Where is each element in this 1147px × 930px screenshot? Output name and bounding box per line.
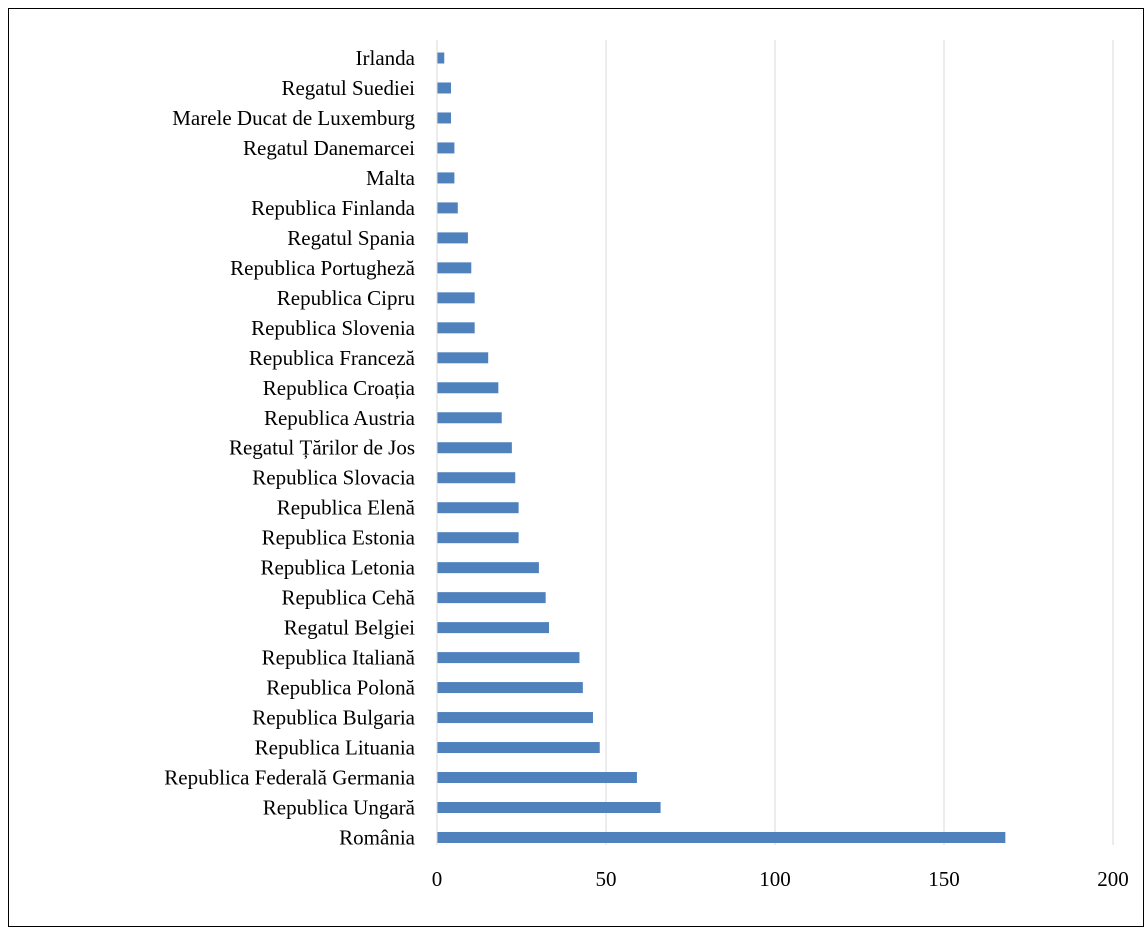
x-axis-tick-labels: 0 50 100 150 200 xyxy=(432,867,1129,891)
category-label: Regatul Țărilor de Jos xyxy=(229,436,415,460)
bar xyxy=(437,232,468,244)
category-label: Republica Estonia xyxy=(262,526,416,550)
bar xyxy=(437,352,489,364)
category-label: Republica Lituania xyxy=(255,736,416,760)
category-label: Republica Federală Germania xyxy=(164,766,415,790)
category-label: Republica Cehă xyxy=(281,586,415,610)
bar xyxy=(437,772,637,784)
category-label: Regatul Suediei xyxy=(281,76,415,100)
category-label: Republica Cipru xyxy=(277,286,416,310)
bar xyxy=(437,532,519,544)
bar xyxy=(437,172,455,184)
category-label: Republica Finlanda xyxy=(251,196,416,220)
bar xyxy=(437,742,600,754)
category-label: Republica Croația xyxy=(263,376,416,400)
bar xyxy=(437,142,455,154)
x-tick-label: 200 xyxy=(1097,867,1129,891)
bar xyxy=(437,472,516,484)
category-label: Republica Franceză xyxy=(249,346,416,370)
category-label: Republica Austria xyxy=(264,406,416,430)
category-label: Malta xyxy=(366,166,416,190)
category-label: Republica Italiană xyxy=(262,646,416,670)
category-label: Regatul Belgiei xyxy=(284,616,415,640)
bars xyxy=(437,52,1006,843)
category-labels: Irlanda Regatul Suediei Marele Ducat de Lu… xyxy=(164,46,415,849)
bar xyxy=(437,592,546,604)
category-label: Republica Ungară xyxy=(263,796,416,820)
x-tick-label: 50 xyxy=(596,867,617,891)
bar xyxy=(437,412,502,424)
category-label: Republica Bulgaria xyxy=(252,706,415,730)
category-label: Republica Polonă xyxy=(266,676,415,700)
bar xyxy=(437,382,499,394)
bar xyxy=(437,322,475,334)
bar xyxy=(437,682,583,694)
bar xyxy=(437,442,512,454)
bar xyxy=(437,502,519,514)
bar xyxy=(437,712,593,724)
category-label: Republica Elenă xyxy=(277,496,416,520)
x-tick-label: 150 xyxy=(928,867,960,891)
bar xyxy=(437,292,475,304)
x-tick-label: 0 xyxy=(432,867,443,891)
bar xyxy=(437,802,661,813)
category-label: Republica Letonia xyxy=(260,556,415,580)
bar xyxy=(437,652,580,664)
category-label: Regatul Danemarcei xyxy=(243,136,415,160)
bar xyxy=(437,82,452,94)
bar xyxy=(437,831,1006,843)
category-label: România xyxy=(339,825,415,849)
category-label: Republica Slovacia xyxy=(252,466,415,490)
bar xyxy=(437,562,539,574)
bar xyxy=(437,622,550,634)
category-label: Regatul Spania xyxy=(287,226,415,250)
category-label: Marele Ducat de Luxemburg xyxy=(172,106,415,130)
category-label: Republica Portugheză xyxy=(230,256,416,280)
bar xyxy=(437,112,452,124)
x-tick-label: 100 xyxy=(759,867,791,891)
bar xyxy=(437,262,472,274)
bar xyxy=(437,202,458,214)
category-label: Irlanda xyxy=(356,46,416,70)
gridlines xyxy=(436,40,1114,845)
category-label: Republica Slovenia xyxy=(251,316,416,340)
bar xyxy=(437,52,445,64)
